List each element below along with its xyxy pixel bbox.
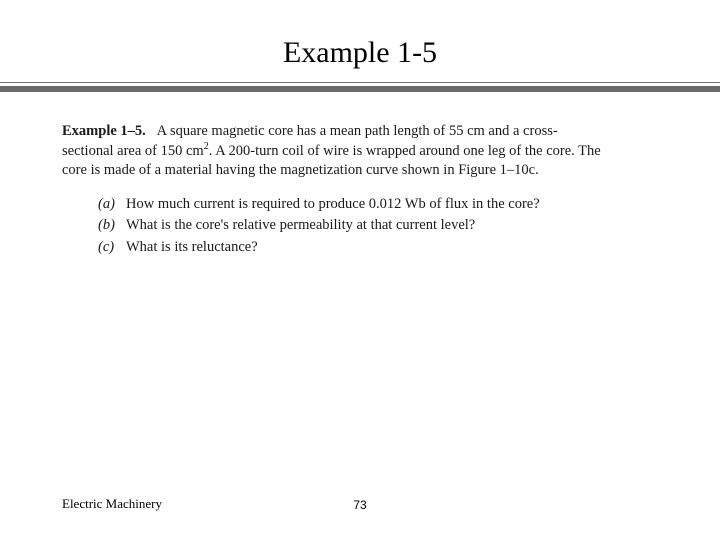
part-label-b: (b) bbox=[98, 216, 120, 236]
slide-title: Example 1-5 bbox=[0, 36, 720, 70]
problem-line-3: core is made of a material having the ma… bbox=[62, 162, 539, 178]
rule-thick bbox=[0, 86, 720, 92]
parts-list: (a) How much current is required to prod… bbox=[98, 195, 658, 258]
slide: Example 1-5 Example 1–5. A square magnet… bbox=[0, 0, 720, 540]
rule-thin bbox=[0, 82, 720, 83]
problem-statement: Example 1–5. A square magnetic core has … bbox=[62, 122, 658, 181]
part-text-b: What is the core's relative permeability… bbox=[126, 216, 475, 236]
title-rule bbox=[0, 82, 720, 94]
part-label-a: (a) bbox=[98, 195, 120, 215]
part-a: (a) How much current is required to prod… bbox=[98, 195, 658, 215]
part-b: (b) What is the core's relative permeabi… bbox=[98, 216, 658, 236]
problem-line-1: A square magnetic core has a mean path l… bbox=[157, 123, 558, 139]
problem-line-2a: sectional area of 150 cm bbox=[62, 143, 204, 159]
page-number: 73 bbox=[0, 498, 720, 512]
slide-body: Example 1–5. A square magnetic core has … bbox=[62, 122, 658, 259]
part-text-c: What is its reluctance? bbox=[126, 238, 258, 258]
problem-line-2b: . A 200-turn coil of wire is wrapped aro… bbox=[209, 143, 601, 159]
example-label: Example 1–5. bbox=[62, 123, 146, 139]
part-label-c: (c) bbox=[98, 238, 120, 258]
part-c: (c) What is its reluctance? bbox=[98, 238, 658, 258]
part-text-a: How much current is required to produce … bbox=[126, 195, 540, 215]
